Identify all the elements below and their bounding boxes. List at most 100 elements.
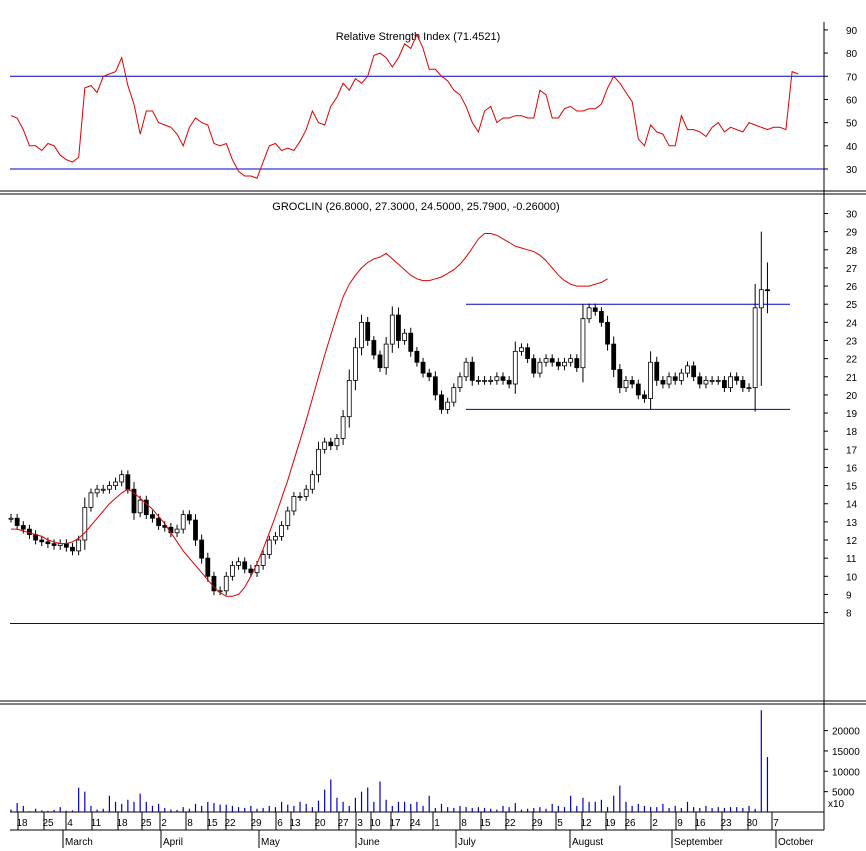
price-tick-label: 14 (846, 500, 858, 511)
date-label: 7 (773, 818, 779, 829)
price-tick-label: 15 (846, 482, 858, 493)
candle-body (88, 492, 94, 508)
candle-body (100, 488, 106, 491)
candle-body (70, 546, 75, 552)
candle-body (174, 528, 180, 534)
rsi-line (10, 33, 799, 179)
candle-body (365, 321, 371, 341)
candle-body (27, 528, 32, 535)
price-tick-label: 24 (846, 318, 858, 329)
price-tick-label: 18 (846, 427, 858, 438)
candle-body (500, 376, 506, 381)
candle-body (180, 514, 186, 530)
value-axes: 30 40 50 60 70 80 90 8 9 10 11 12 13 14 15 16 17 18 19 20 21… (824, 26, 860, 799)
candle-body (697, 376, 703, 385)
date-label: 16 (694, 818, 706, 829)
volume-tick-label: 10000 (832, 767, 860, 778)
candle-body (488, 379, 494, 382)
rsi-tick-label: 90 (846, 26, 858, 37)
candle-body (506, 379, 512, 385)
month-label: July (458, 837, 476, 848)
rsi-tick-label: 80 (846, 49, 858, 60)
price-tick-label: 10 (846, 572, 858, 583)
candle-body (193, 519, 198, 541)
candle-body (8, 517, 14, 520)
volume-panel (10, 710, 769, 812)
date-label: 18 (116, 818, 128, 829)
candle-body (740, 379, 746, 389)
candle-body (709, 379, 715, 382)
candle-body (592, 307, 598, 312)
candle-body (457, 376, 463, 389)
candle-body (519, 347, 524, 352)
candle-body (94, 488, 100, 494)
price-tick-label: 13 (846, 518, 858, 529)
candle-body (156, 517, 162, 526)
candle-body (150, 514, 155, 519)
price-tick-label: 9 (846, 590, 852, 601)
candle-body (291, 496, 297, 512)
date-label: 20 (314, 818, 326, 829)
volume-tick-label: 5000 (832, 788, 855, 799)
date-label: 1 (434, 818, 440, 829)
date-label: 5 (557, 818, 563, 829)
price-tick-label: 27 (846, 264, 858, 275)
rsi-tick-label: 60 (846, 95, 858, 106)
candle-body (752, 307, 758, 389)
candle-body (722, 379, 727, 389)
date-label: 10 (369, 818, 381, 829)
candle-body (629, 379, 635, 385)
rsi-tick-label: 70 (846, 72, 858, 83)
candle-body (279, 525, 285, 537)
rsi-panel (10, 33, 824, 179)
candle-body (672, 376, 678, 381)
date-label: 9 (677, 818, 683, 829)
candle-body (51, 543, 57, 546)
price-tick-label: 19 (846, 409, 858, 420)
candle-body (20, 525, 26, 530)
month-label: August (572, 837, 603, 848)
candle-body (402, 332, 408, 341)
date-axis: 18 25 4 11 18 25 2 8 15 22 29 6 13 20 27 3 10 17 24 1 8 15 22 2… (16, 812, 814, 848)
price-tick-label: 21 (846, 373, 858, 384)
rsi-tick-label: 30 (846, 165, 858, 176)
candle-body (654, 361, 660, 381)
candle-body (229, 565, 235, 577)
date-label: 29 (250, 818, 262, 829)
candle-body (574, 358, 580, 369)
month-label: October (778, 837, 814, 848)
candle-body (543, 358, 549, 363)
candle-body (451, 387, 457, 403)
candle-body (297, 496, 303, 498)
candle-body (377, 354, 383, 369)
candle-body (303, 488, 309, 497)
candle-body (642, 394, 647, 399)
date-label: 11 (91, 818, 102, 829)
date-label: 8 (461, 818, 467, 829)
candle-body (14, 517, 20, 526)
candle-body (531, 358, 537, 374)
price-tick-label: 28 (846, 246, 858, 257)
date-label: 27 (337, 818, 349, 829)
candle-body (340, 416, 346, 439)
candle-body (236, 561, 241, 566)
date-label: 12 (580, 818, 592, 829)
candle-body (113, 481, 118, 486)
date-label: 23 (720, 818, 732, 829)
candle-body (555, 361, 561, 367)
candle-body (512, 350, 518, 385)
date-label: 19 (604, 818, 616, 829)
candle-body (346, 379, 352, 418)
candle-body (420, 361, 426, 374)
date-label: 13 (289, 818, 301, 829)
candle-body (599, 311, 604, 323)
candle-body (328, 441, 334, 447)
date-label: 17 (389, 818, 401, 829)
candle-body (648, 361, 653, 399)
candle-body (199, 539, 205, 559)
candle-body (371, 340, 377, 356)
date-label: 25 (42, 818, 54, 829)
candle-body (186, 514, 192, 521)
candle-body (746, 387, 752, 390)
candle-body (678, 372, 684, 381)
